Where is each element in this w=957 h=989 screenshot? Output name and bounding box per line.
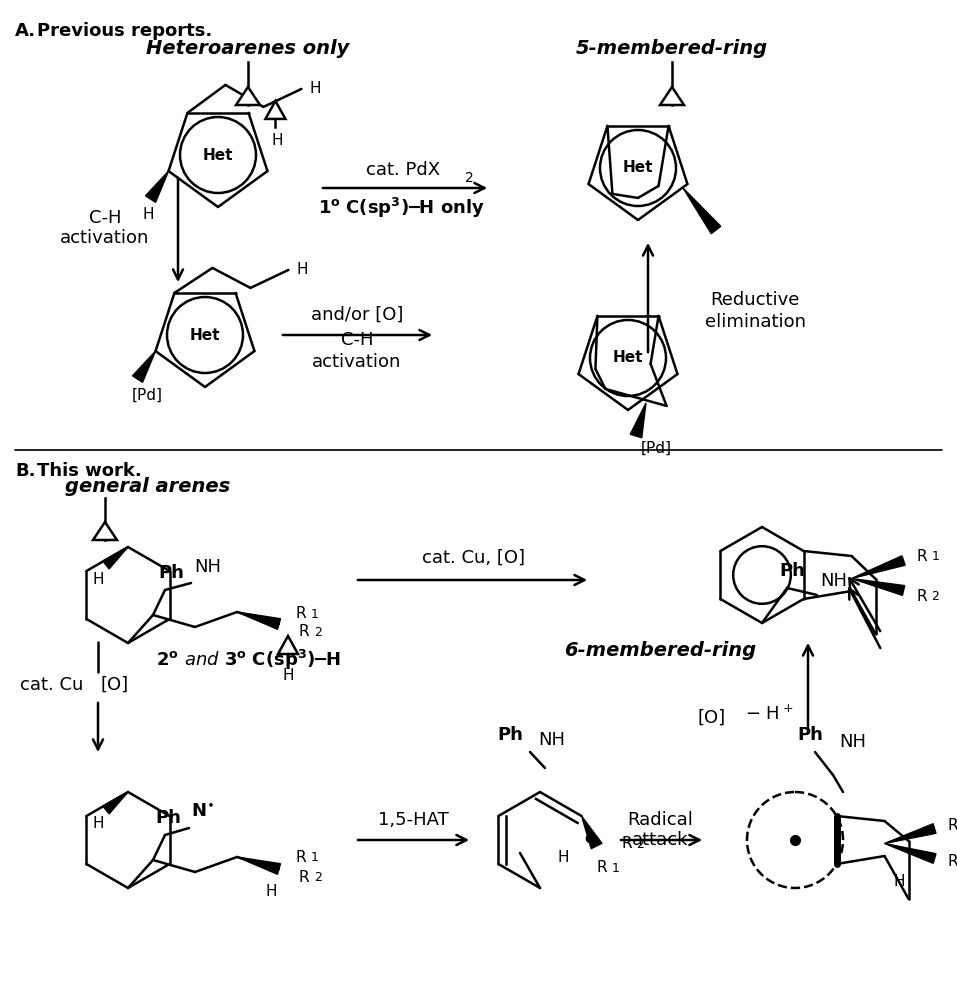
Text: H: H [92,817,103,832]
Text: Ph: Ph [158,564,184,582]
Polygon shape [93,522,117,540]
Text: 2: 2 [314,626,322,639]
Polygon shape [683,188,721,233]
Text: 1: 1 [311,608,319,621]
Polygon shape [884,844,936,863]
Polygon shape [102,547,128,569]
Text: Heteroarenes only: Heteroarenes only [146,39,349,57]
Text: R: R [916,589,927,604]
Text: This work.: This work. [37,462,142,480]
Text: Het: Het [189,327,220,342]
Text: elimination: elimination [704,313,806,331]
Text: H: H [92,572,103,586]
Text: H: H [143,207,154,222]
Text: 1: 1 [311,851,319,864]
Text: H: H [310,81,322,97]
Text: R: R [621,837,632,852]
Text: 2: 2 [314,871,322,884]
Text: R: R [916,549,927,564]
Text: 6-membered-ring: 6-membered-ring [564,641,756,660]
Text: 5-membered-ring: 5-membered-ring [576,39,768,57]
Text: Ph: Ph [797,726,823,744]
Text: R: R [947,818,957,833]
Polygon shape [660,87,684,105]
Text: H: H [265,883,277,898]
Polygon shape [852,579,904,595]
Text: Previous reports.: Previous reports. [37,22,212,40]
Text: activation: activation [312,353,402,371]
Polygon shape [278,636,298,654]
Text: R: R [299,869,309,884]
Polygon shape [132,351,156,383]
Text: R: R [296,850,306,864]
Text: Het: Het [612,350,643,366]
Text: R: R [596,860,607,875]
Polygon shape [582,816,602,849]
Text: Ph: Ph [779,562,805,580]
Text: 1,5-HAT: 1,5-HAT [378,811,449,829]
Polygon shape [884,824,936,844]
Text: 1: 1 [612,862,619,875]
Text: cat. Cu: cat. Cu [20,676,83,694]
Text: NH: NH [194,558,221,576]
Polygon shape [145,171,168,203]
Polygon shape [237,857,280,874]
Text: B.: B. [15,462,35,480]
Text: H: H [894,874,905,889]
Text: H: H [558,851,569,865]
Text: C-H: C-H [341,331,373,349]
Text: 2: 2 [465,171,474,185]
Text: $\mathbf{N}^{\bullet}$: $\mathbf{N}^{\bullet}$ [191,803,214,821]
Text: H: H [282,669,294,683]
Polygon shape [631,403,646,438]
Text: $-\ \mathrm{H}^+$: $-\ \mathrm{H}^+$ [745,704,793,724]
Text: 2: 2 [931,590,940,603]
Text: Ph: Ph [155,809,181,827]
Text: [O]: [O] [698,709,726,727]
Text: H: H [272,134,283,148]
Text: H: H [297,262,308,278]
Polygon shape [102,792,128,814]
Text: Radical: Radical [627,811,693,829]
Text: $\mathbf{2^o}$ $\mathit{and}$ $\mathbf{3^o\ C(sp^3)\!\!-\!\!H}$: $\mathbf{2^o}$ $\mathit{and}$ $\mathbf{3… [156,648,341,673]
Text: C-H: C-H [89,209,122,227]
Text: 1: 1 [931,551,940,564]
Text: [Pd]: [Pd] [640,440,672,456]
Text: A.: A. [15,22,36,40]
Text: [O]: [O] [100,676,129,694]
Text: 2: 2 [636,838,644,851]
Text: activation: activation [60,229,149,247]
Text: NH: NH [839,733,866,751]
Text: attack: attack [632,831,688,849]
Polygon shape [265,101,285,119]
Text: $\mathbf{1^o\ C(sp^3)\!\!-\!\!H}$ $\mathbf{only}$: $\mathbf{1^o\ C(sp^3)\!\!-\!\!H}$ $\math… [318,196,485,220]
Text: cat. Cu, [O]: cat. Cu, [O] [421,549,524,567]
Polygon shape [236,87,260,105]
Text: Ph: Ph [497,726,523,744]
Polygon shape [237,612,280,629]
Text: Het: Het [203,147,234,162]
Text: Reductive: Reductive [710,291,800,309]
Text: [Pd]: [Pd] [132,388,163,403]
Text: and/or [O]: and/or [O] [311,306,403,324]
Text: Het: Het [623,160,654,175]
Text: R: R [299,624,309,640]
Text: R: R [947,854,957,869]
Text: NH: NH [539,731,566,749]
Polygon shape [852,556,905,579]
Text: NH: NH [820,572,848,590]
Text: general arenes: general arenes [65,477,231,495]
Text: R: R [296,606,306,621]
Text: cat. PdX: cat. PdX [366,161,440,179]
